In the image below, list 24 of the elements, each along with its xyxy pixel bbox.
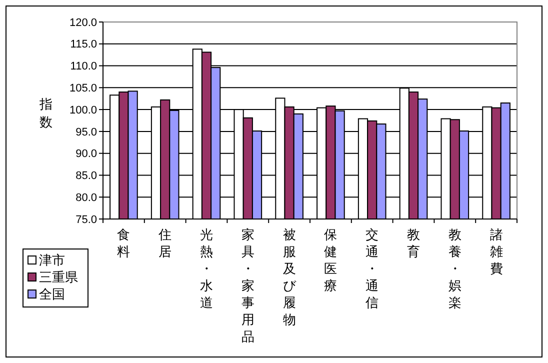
y-tick-label: 75.0: [76, 214, 97, 226]
y-tick-label: 80.0: [76, 192, 97, 204]
x-tick-label: 光熱・水道: [200, 227, 213, 310]
x-tick-label: 家具・家事用品: [241, 227, 254, 344]
y-tick-label: 105.0: [69, 82, 97, 95]
y-tick-label: 100.0: [69, 104, 97, 116]
legend-label: 全国: [39, 286, 65, 302]
y-tick-label: 115.0: [70, 38, 97, 51]
y-tick-label: 85.0: [76, 170, 97, 182]
legend-label: 津市: [39, 252, 65, 268]
y-tick-label: 120.0: [69, 16, 97, 29]
x-tick-label: 住居: [158, 227, 172, 259]
y-axis-title: 指数: [38, 96, 52, 130]
y-tick-label: 95.0: [76, 126, 97, 138]
y-tick-label: 110.0: [70, 60, 97, 73]
x-tick-label: 教育: [407, 227, 420, 259]
x-tick-label: 教養・娯楽: [448, 227, 462, 310]
x-tick-label: 被服及び履物: [282, 227, 297, 327]
x-tick-label: 交通・通信: [366, 227, 379, 310]
x-tick-label: 諸雑費: [490, 227, 503, 276]
x-tick-label: 食料: [117, 227, 130, 259]
x-tick-label: 保健医療: [324, 227, 338, 293]
legend-label: 三重県: [39, 270, 78, 285]
y-tick-label: 90.0: [76, 148, 97, 160]
